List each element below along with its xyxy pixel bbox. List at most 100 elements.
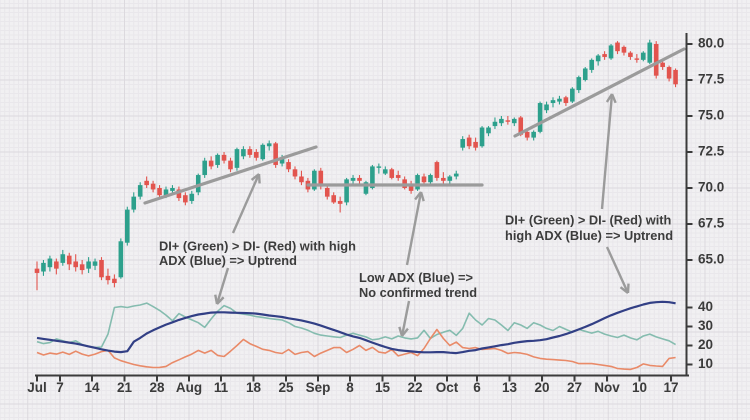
candle-up: [595, 55, 601, 62]
candle-down: [466, 137, 472, 147]
candle-down: [228, 160, 233, 170]
y-tick-label: 80.0: [698, 36, 724, 51]
candle-down: [634, 58, 640, 60]
x-tick-label: 8: [346, 380, 354, 395]
annotation-line: DI+ (Green) > DI- (Red) with high: [159, 238, 356, 253]
annotation-arrows: [214, 93, 630, 337]
indicator-lines: [36, 300, 677, 371]
candle-up: [383, 169, 388, 174]
candle-up: [279, 157, 285, 164]
annotation-line: No confirmed trend: [359, 285, 477, 300]
candle-up: [608, 45, 614, 59]
trendline: [513, 47, 686, 138]
x-tick-label: 15: [375, 380, 391, 395]
candle-up: [576, 77, 582, 91]
x-tick-label: 28: [149, 380, 165, 395]
candle-up: [363, 182, 369, 194]
candle-down: [292, 169, 298, 177]
y-tick-label: 67.5: [698, 216, 725, 231]
candle-down: [144, 180, 149, 186]
candle-up: [195, 175, 201, 193]
candle-down: [563, 97, 569, 104]
annotation-arrow: [605, 246, 630, 294]
annotation-line: DI+ (Green) > DI- (Red) with: [505, 212, 672, 227]
y-tick-label: 72.5: [698, 144, 725, 159]
y-tick-label: 75.0: [698, 108, 724, 123]
candle-down: [434, 162, 440, 178]
adx-line: [36, 300, 676, 355]
arrowhead: [250, 173, 260, 181]
candle-down: [176, 189, 182, 199]
candle-down: [150, 183, 156, 190]
candle-down: [105, 275, 111, 281]
candle-down: [441, 177, 446, 181]
candle-up: [260, 144, 266, 160]
x-tick-label: Nov: [594, 380, 620, 395]
annotation-line: ADX (Blue) => Uptrend: [159, 253, 297, 268]
candle-down: [389, 169, 395, 178]
candlestick-series: [34, 39, 678, 291]
candle-up: [647, 42, 653, 63]
di-plus-line: [36, 302, 677, 349]
di-minus-line: [36, 328, 676, 371]
candle-down: [221, 154, 227, 161]
candle-up: [531, 131, 536, 138]
candle-down: [286, 162, 291, 170]
candle-down: [357, 177, 362, 181]
candle-down: [628, 52, 633, 57]
candle-up: [486, 127, 491, 134]
candle-up: [215, 154, 220, 165]
x-tick-label: Jul: [27, 380, 47, 395]
y-tick-label: 20: [698, 337, 713, 352]
candle-down: [324, 188, 330, 197]
candle-down: [66, 255, 72, 265]
candle-down: [318, 170, 324, 187]
candle-down: [602, 54, 607, 57]
candle-up: [492, 121, 498, 127]
x-tick-label: 18: [246, 380, 262, 395]
annotation-line: Low ADX (Blue) =>: [359, 270, 473, 285]
x-tick-label: 17: [663, 380, 678, 395]
candle-down: [673, 69, 678, 85]
y-tick-label: 70.0: [698, 180, 724, 195]
arrowhead: [619, 286, 629, 294]
candle-up: [163, 189, 169, 196]
x-tick-label: 25: [278, 380, 294, 395]
arrowhead: [401, 327, 409, 337]
candle-down: [524, 131, 530, 138]
annotation-arrow: [600, 93, 614, 210]
candle-up: [202, 160, 207, 176]
candle-down: [660, 62, 665, 68]
y-tick-label: 65.0: [698, 252, 724, 267]
candle-down: [99, 260, 104, 278]
candle-down: [54, 261, 59, 269]
candle-up: [86, 261, 91, 269]
annotation-line: high ADX (Blue) => Uptrend: [505, 228, 673, 243]
x-tick-label: Oct: [436, 380, 459, 395]
arrowhead: [216, 296, 225, 305]
candle-down: [505, 120, 511, 122]
annotation-low-adx: Low ADX (Blue) =>No confirmed trend: [359, 270, 477, 300]
candle-down: [299, 176, 304, 183]
candle-up: [137, 185, 143, 197]
candle-up: [170, 188, 175, 191]
candle-down: [621, 46, 627, 53]
candle-up: [557, 98, 562, 102]
x-tick-label: 6: [473, 380, 481, 395]
candle-down: [653, 44, 659, 76]
candle-up: [415, 175, 420, 190]
candle-up: [131, 196, 137, 210]
candle-down: [79, 264, 85, 271]
candle-up: [512, 118, 517, 124]
trendlines: [143, 47, 686, 205]
candle-up: [312, 170, 317, 190]
annotation-arrow: [215, 267, 230, 305]
candle-down: [473, 141, 478, 148]
y-tick-label: 40: [698, 299, 713, 314]
